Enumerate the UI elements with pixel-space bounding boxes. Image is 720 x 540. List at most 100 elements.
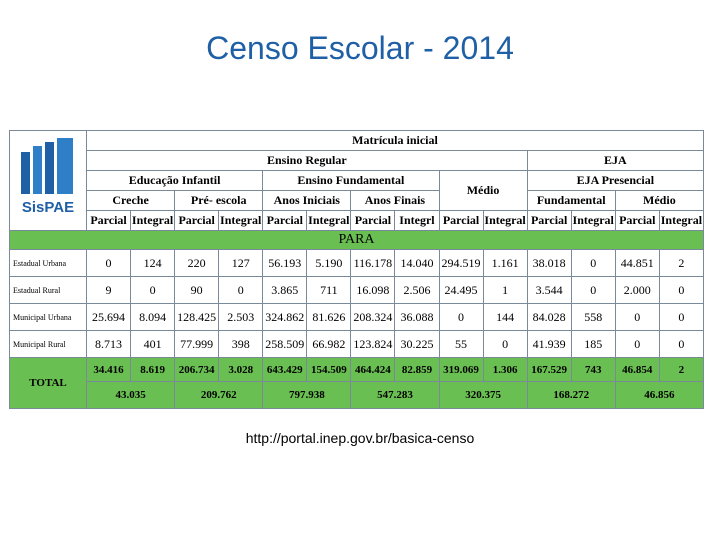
group: Médio xyxy=(438,170,528,211)
logo: SisPAE xyxy=(21,137,74,216)
cell: 711 xyxy=(306,276,352,304)
cell: 127 xyxy=(218,249,264,277)
group: EJA xyxy=(526,150,705,171)
group: Médio xyxy=(614,190,705,211)
header-row: SisPAE Matrícula inicial xyxy=(9,130,704,231)
cell: 77.999 xyxy=(174,330,220,358)
header-row: Parcial Integral Parcial Integral Parcial Int… xyxy=(10,210,705,231)
cell: 398 xyxy=(218,330,264,358)
cell: 401 xyxy=(130,330,176,358)
cell: 16.098 xyxy=(350,276,396,304)
cell: 2.506 xyxy=(394,276,440,304)
cell: 0 xyxy=(614,303,660,331)
total-cell: 206.734 xyxy=(174,357,220,382)
total-cell: 743 xyxy=(570,357,616,382)
column-header: Integral xyxy=(306,210,352,231)
heading: Matrícula inicial xyxy=(86,130,704,151)
cell: 3.865 xyxy=(262,276,308,304)
column-header: Parcial xyxy=(85,210,132,231)
cell: 24.495 xyxy=(438,276,484,304)
total-cell: 464.424 xyxy=(350,357,396,382)
row-label: Estadual Urbana xyxy=(9,249,87,277)
column-header: Integral xyxy=(218,210,264,231)
group: EJA Presencial xyxy=(526,170,705,191)
cell: 0 xyxy=(130,276,176,304)
cell: 9 xyxy=(85,276,132,304)
logo-bar xyxy=(45,141,54,194)
cell: 123.824 xyxy=(350,330,396,358)
cell: 0 xyxy=(482,330,528,358)
logo-bar xyxy=(21,151,30,194)
total-label: TOTAL xyxy=(9,357,87,409)
header-row: Educação Infantil Ensino Fundamental Méd… xyxy=(10,170,705,211)
cell: 0 xyxy=(438,303,484,331)
cell: 1 xyxy=(482,276,528,304)
logo-cell: SisPAE xyxy=(9,130,87,231)
grand-total-cell: 168.272 xyxy=(526,381,616,409)
group: Anos Finais xyxy=(350,190,440,211)
cell: 0 xyxy=(658,276,705,304)
cell: 185 xyxy=(570,330,616,358)
column-header: Parcial xyxy=(174,210,220,231)
cell: 81.626 xyxy=(306,303,352,331)
total-row: TOTAL 34.416 8.619 206.734 3.028 643.429 154.5… xyxy=(9,357,705,409)
total-cell: 8.619 xyxy=(130,357,176,382)
group: Ensino Regular xyxy=(86,150,528,171)
cell: 66.982 xyxy=(306,330,352,358)
cell: 36.088 xyxy=(394,303,440,331)
cell: 116.178 xyxy=(350,249,396,277)
data-row: Municipal Urbana 25.694 8.094 128.425 2.503 3… xyxy=(9,303,705,331)
total-cell: 1.306 xyxy=(482,357,528,382)
row-label: Municipal Urbana xyxy=(9,303,87,331)
data-row: Estadual Urbana 0 124 220 127 56.193 5.190 116.… xyxy=(9,249,705,277)
region: PARA xyxy=(9,230,704,250)
cell: 128.425 xyxy=(174,303,220,331)
group: Creche xyxy=(85,190,176,211)
source-link: http://portal.inep.gov.br/basica-censo xyxy=(245,430,475,446)
column-header: Parcial xyxy=(526,210,572,231)
column-header: Integrl xyxy=(394,210,440,231)
cell: 2 xyxy=(658,249,705,277)
cell: 44.851 xyxy=(614,249,660,277)
cell: 2.503 xyxy=(218,303,264,331)
grand-total-cell: 43.035 xyxy=(85,381,176,409)
group: Anos Iniciais xyxy=(262,190,352,211)
cell: 8.713 xyxy=(85,330,132,358)
grand-total-cell: 209.762 xyxy=(174,381,264,409)
cell: 84.028 xyxy=(526,303,572,331)
total-cell: 643.429 xyxy=(262,357,308,382)
header-row: Ensino Regular EJA xyxy=(10,150,705,171)
cell: 25.694 xyxy=(85,303,132,331)
cell: 294.519 xyxy=(438,249,484,277)
column-header: Integral xyxy=(130,210,176,231)
total-cell: 46.854 xyxy=(614,357,660,382)
cell: 38.018 xyxy=(526,249,572,277)
total-cell: 34.416 xyxy=(85,357,132,382)
data-row: Estadual Rural 9 0 90 0 3.865 711 16.098 2.506 24… xyxy=(9,276,705,304)
cell: 41.939 xyxy=(526,330,572,358)
region-row: PARA xyxy=(9,230,704,250)
cell: 56.193 xyxy=(262,249,308,277)
enrollment-table: SisPAE Matrícula inicial Ensino Regular … xyxy=(9,130,705,409)
cell: 90 xyxy=(174,276,220,304)
cell: 124 xyxy=(130,249,176,277)
cell: 0 xyxy=(658,303,705,331)
cell: 0 xyxy=(658,330,705,358)
row-label: Municipal Rural xyxy=(9,330,87,358)
logo-bar xyxy=(33,145,42,194)
slide-title: Censo Escolar - 2014 xyxy=(206,30,514,66)
column-header: Integral xyxy=(658,210,705,231)
grand-total-row: 43.035 209.762 797.938 547.283 320.375 168.27… xyxy=(10,381,705,409)
grand-total-cell: 46.856 xyxy=(614,381,705,409)
cell: 14.040 xyxy=(394,249,440,277)
group: Educação Infantil xyxy=(85,170,264,191)
cell: 8.094 xyxy=(130,303,176,331)
cell: 3.544 xyxy=(526,276,572,304)
total-cell: 82.859 xyxy=(394,357,440,382)
column-header: Integral xyxy=(570,210,616,231)
cell: 220 xyxy=(174,249,220,277)
cell: 1.161 xyxy=(482,249,528,277)
grand-total-cell: 320.375 xyxy=(438,381,528,409)
row-label: Estadual Rural xyxy=(9,276,87,304)
